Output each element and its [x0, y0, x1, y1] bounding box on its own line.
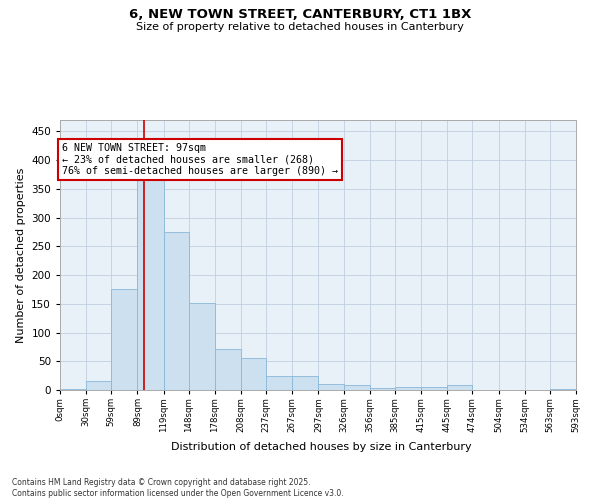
Bar	[319, 384, 344, 390]
Bar	[550, 389, 576, 390]
Bar	[241, 358, 266, 390]
Text: Size of property relative to detached houses in Canterbury: Size of property relative to detached ho…	[136, 22, 464, 32]
Bar	[370, 388, 395, 390]
Bar	[447, 386, 472, 390]
Text: 6 NEW TOWN STREET: 97sqm
← 23% of detached houses are smaller (268)
76% of semi-: 6 NEW TOWN STREET: 97sqm ← 23% of detach…	[62, 143, 338, 176]
Bar	[215, 348, 241, 390]
Text: Distribution of detached houses by size in Canterbury: Distribution of detached houses by size …	[170, 442, 472, 452]
Bar	[266, 376, 292, 390]
Bar	[395, 386, 421, 390]
Bar	[86, 382, 112, 390]
Text: Contains HM Land Registry data © Crown copyright and database right 2025.
Contai: Contains HM Land Registry data © Crown c…	[12, 478, 344, 498]
Y-axis label: Number of detached properties: Number of detached properties	[16, 168, 26, 342]
Bar	[344, 386, 370, 390]
Bar	[112, 290, 137, 390]
Bar	[292, 376, 319, 390]
Bar	[60, 389, 86, 390]
Bar	[137, 178, 164, 390]
Text: 6, NEW TOWN STREET, CANTERBURY, CT1 1BX: 6, NEW TOWN STREET, CANTERBURY, CT1 1BX	[129, 8, 471, 20]
Bar	[164, 232, 189, 390]
Bar	[421, 386, 447, 390]
Bar	[189, 302, 215, 390]
